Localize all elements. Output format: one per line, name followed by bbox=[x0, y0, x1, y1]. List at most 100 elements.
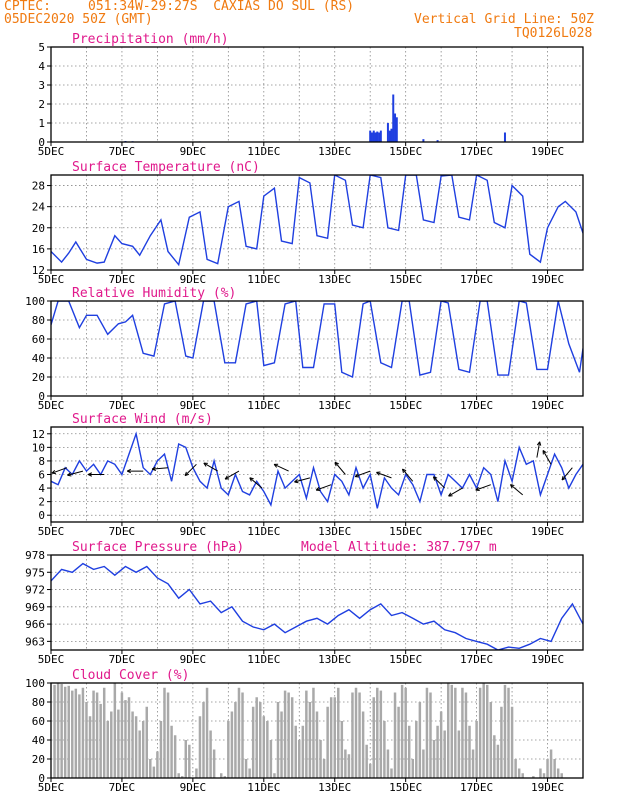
wind-arrow-head bbox=[510, 484, 515, 487]
cloud-frame bbox=[50, 682, 584, 779]
cloud-xtick-label: 19DEC bbox=[531, 781, 564, 794]
cloud-ytick-label: 40 bbox=[32, 734, 45, 747]
wind-arrow bbox=[542, 450, 552, 465]
cloud-bar bbox=[273, 773, 276, 778]
cloud-bar bbox=[230, 711, 234, 778]
cloud-xtick-label: 11DEC bbox=[247, 781, 280, 794]
wind-arrow-head bbox=[151, 466, 156, 470]
cloud-bar bbox=[560, 773, 563, 778]
cloud-bar bbox=[361, 711, 365, 778]
cloud-bar bbox=[315, 711, 319, 778]
cloud-ytick-label: 80 bbox=[32, 696, 45, 709]
temp-series-line bbox=[51, 175, 583, 267]
cloud-bar bbox=[429, 692, 432, 778]
header-grid-note: Vertical Grid Line: 50Z bbox=[414, 12, 595, 27]
wind-arrow-head bbox=[401, 468, 404, 474]
pressure-ytick-label: 969 bbox=[25, 601, 45, 614]
cloud-bar bbox=[127, 697, 131, 778]
wind-arrow-head bbox=[542, 450, 547, 454]
cloud-bar bbox=[60, 683, 63, 778]
cloud-bar bbox=[280, 711, 283, 778]
cloud-bar bbox=[71, 690, 74, 778]
cloud-bar bbox=[436, 725, 439, 778]
cloud-bar bbox=[443, 730, 446, 778]
cloud-bar bbox=[173, 735, 177, 778]
wind-arrow bbox=[51, 467, 68, 474]
wind-arrow-head bbox=[126, 468, 132, 472]
precip-ytick-label: 1 bbox=[38, 117, 45, 130]
cloud-bar bbox=[120, 692, 124, 778]
wind-arrow-head bbox=[184, 471, 187, 476]
pressure-annotation: Model Altitude: 387.797 m bbox=[301, 540, 497, 555]
cloud-bar bbox=[329, 697, 333, 778]
cloud-bar bbox=[379, 690, 383, 778]
pressure-xtick-label: 11DEC bbox=[247, 653, 280, 666]
wind-arrow-head bbox=[224, 475, 228, 480]
wind-arrow-head bbox=[376, 472, 380, 476]
cloud-bar bbox=[482, 683, 485, 778]
temp-ytick-label: 28 bbox=[32, 180, 45, 193]
rh-xtick-label: 13DEC bbox=[318, 399, 351, 412]
cloud-bar bbox=[95, 692, 99, 778]
wind-arrow bbox=[273, 463, 289, 472]
cloud-bar bbox=[393, 692, 397, 778]
cloud-bar bbox=[138, 730, 141, 778]
wind-arrow bbox=[203, 462, 218, 472]
wind-arrow bbox=[536, 441, 541, 458]
wind-xtick-label: 19DEC bbox=[531, 525, 564, 538]
wind-arrow bbox=[510, 484, 524, 496]
precip-xtick-label: 5DEC bbox=[38, 145, 65, 158]
cloud-bar bbox=[223, 776, 227, 778]
cloud-bar bbox=[319, 740, 322, 778]
cloud-bar bbox=[333, 697, 336, 778]
cloud-bar bbox=[478, 687, 482, 778]
cloud-bar bbox=[425, 687, 429, 778]
temp-xtick-label: 5DEC bbox=[38, 273, 65, 286]
cloud-bar bbox=[67, 685, 70, 778]
cloud-bar bbox=[471, 749, 475, 778]
precip-data bbox=[124, 94, 506, 142]
cloud-bar bbox=[63, 686, 67, 778]
wind-arrow-head bbox=[475, 486, 479, 491]
precip-bar bbox=[374, 132, 377, 142]
precip-bar bbox=[379, 130, 382, 142]
cloud-bar bbox=[539, 768, 542, 778]
wind-ytick-label: 6 bbox=[38, 469, 45, 482]
pressure-series-line bbox=[51, 562, 583, 650]
cloud-bar bbox=[493, 735, 496, 778]
cloud-bar bbox=[354, 687, 358, 778]
cloud-bar bbox=[383, 721, 386, 778]
cloud-bar bbox=[298, 740, 301, 778]
pressure-xtick-label: 13DEC bbox=[318, 653, 351, 666]
precip-bar bbox=[388, 130, 391, 142]
cloud-bar bbox=[407, 725, 411, 778]
cloud-bar bbox=[74, 688, 78, 778]
cloud-bar bbox=[496, 744, 500, 778]
precip-ytick-label: 2 bbox=[38, 98, 45, 111]
wind-ytick-label: 12 bbox=[32, 428, 45, 441]
cloud-bar bbox=[99, 703, 102, 778]
cloud-bar bbox=[553, 759, 556, 778]
cloud-bar bbox=[234, 702, 237, 778]
cloud-bar bbox=[322, 759, 326, 778]
cloud-bar bbox=[446, 683, 450, 778]
wind-arrow-head bbox=[203, 462, 207, 467]
cloud-bar bbox=[344, 749, 347, 778]
cloud-bar bbox=[149, 759, 152, 778]
pressure-data bbox=[51, 562, 583, 650]
cloud-bar bbox=[219, 773, 223, 778]
temp-title: Surface Temperature (nC) bbox=[72, 160, 260, 175]
cloud-bar bbox=[251, 706, 255, 778]
precip-ytick-label: 4 bbox=[38, 60, 45, 73]
wind-arrow bbox=[315, 484, 332, 491]
wind-xtick-label: 5DEC bbox=[38, 525, 65, 538]
wind-frame bbox=[50, 426, 584, 523]
rh-xtick-label: 11DEC bbox=[247, 399, 280, 412]
wind-arrow bbox=[376, 471, 392, 479]
cloud-bar bbox=[205, 687, 209, 778]
cloud-bar bbox=[397, 706, 400, 778]
wind-arrow-head bbox=[536, 441, 541, 446]
cloud-bar bbox=[180, 776, 184, 778]
cloud-bar bbox=[131, 711, 134, 778]
